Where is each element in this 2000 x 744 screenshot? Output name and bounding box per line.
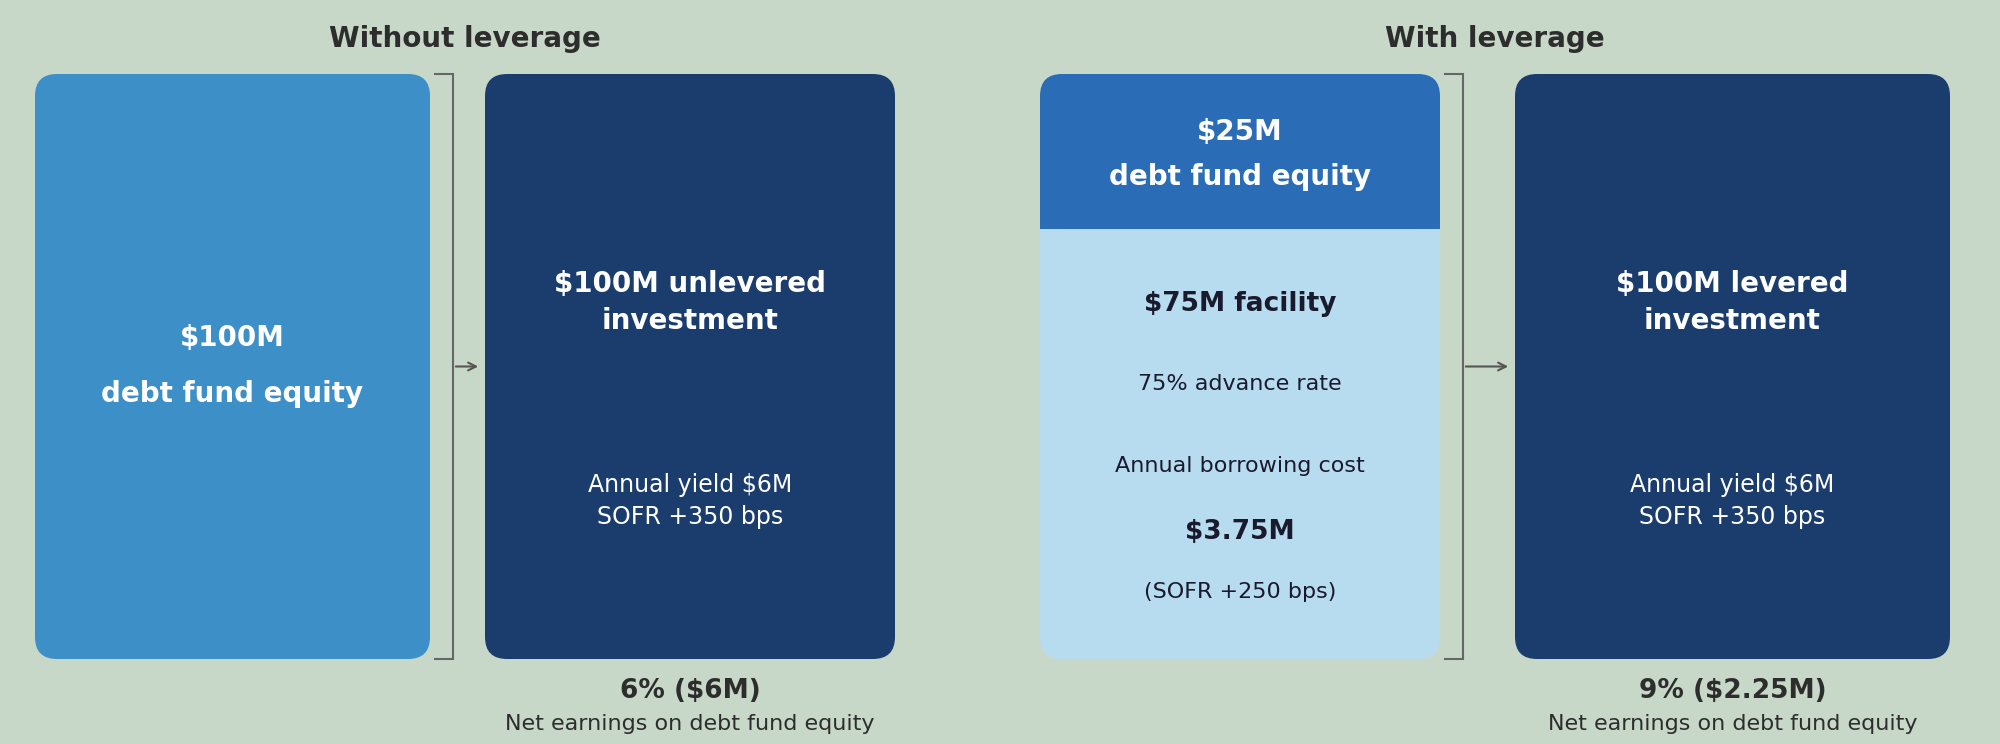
Text: With leverage: With leverage [1386,25,1604,53]
Text: $100M unlevered
investment: $100M unlevered investment [554,270,826,335]
Text: $100M: $100M [180,324,284,353]
FancyBboxPatch shape [36,74,430,659]
Text: Annual yield $6M
SOFR +350 bps: Annual yield $6M SOFR +350 bps [1630,473,1834,529]
Text: debt fund equity: debt fund equity [1108,162,1372,190]
Text: (SOFR +250 bps): (SOFR +250 bps) [1144,583,1336,603]
Text: Net earnings on debt fund equity: Net earnings on debt fund equity [506,714,874,734]
Text: 6% ($6M): 6% ($6M) [620,678,760,704]
Text: Annual yield $6M
SOFR +350 bps: Annual yield $6M SOFR +350 bps [588,473,792,529]
Bar [1040,206,1440,229]
FancyBboxPatch shape [1516,74,1950,659]
Text: debt fund equity: debt fund equity [102,380,364,408]
FancyBboxPatch shape [484,74,894,659]
Text: Net earnings on debt fund equity: Net earnings on debt fund equity [1548,714,1918,734]
Text: Annual borrowing cost: Annual borrowing cost [1116,455,1364,475]
Text: $75M facility: $75M facility [1144,291,1336,317]
Text: $100M levered
investment: $100M levered investment [1616,270,1848,335]
Text: $25M: $25M [1198,118,1282,146]
Text: $3.75M: $3.75M [1186,519,1294,545]
Text: 9% ($2.25M): 9% ($2.25M) [1638,678,1826,704]
Text: Without leverage: Without leverage [330,25,600,53]
FancyBboxPatch shape [1040,74,1440,659]
FancyBboxPatch shape [1040,74,1440,229]
Text: 75% advance rate: 75% advance rate [1138,373,1342,394]
